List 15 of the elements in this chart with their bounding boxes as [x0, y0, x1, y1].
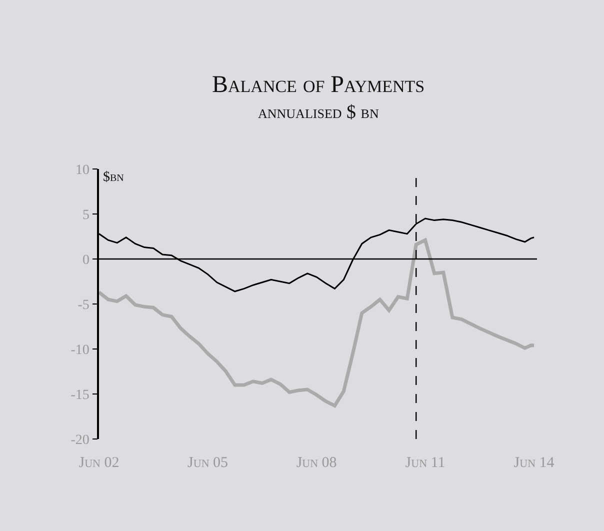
y-tick-label: -5 [78, 298, 90, 313]
x-tick-label: Jun 05 [188, 455, 228, 471]
x-tick-label: Jun 11 [405, 455, 446, 471]
y-tick-label: -20 [70, 432, 90, 448]
y-tick-label: 5 [82, 208, 90, 223]
y-axis-title: $bn [103, 170, 124, 185]
y-tick-label: -15 [70, 388, 90, 403]
chart-subtitle: annualised $ bn [258, 102, 380, 123]
y-tick-label: -10 [70, 342, 90, 358]
x-tick-label: Jun 08 [296, 455, 337, 471]
chart-title: Balance of Payments [212, 72, 425, 98]
y-tick-label: 10 [75, 162, 90, 178]
x-tick-label: Jun 02 [78, 455, 120, 471]
y-tick-label: 0 [82, 252, 90, 268]
x-tick-label: Jun 14 [514, 455, 555, 471]
